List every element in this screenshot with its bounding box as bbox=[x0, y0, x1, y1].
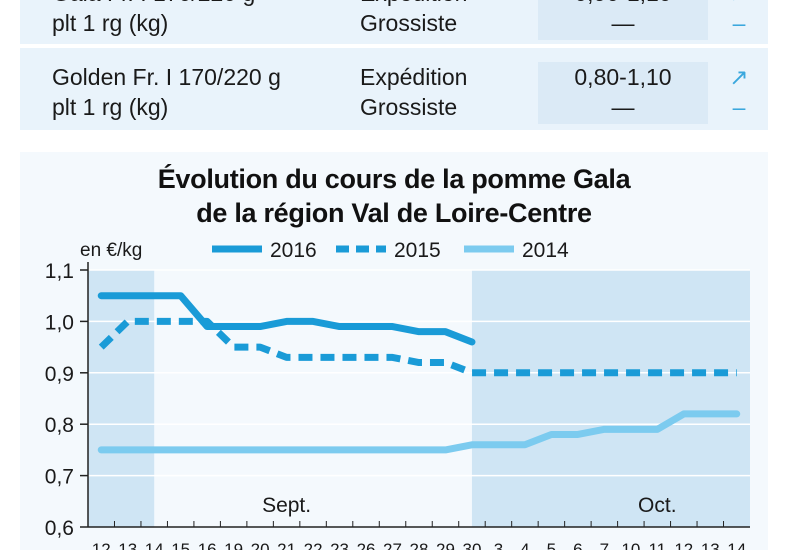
x-tick-label: 19 bbox=[224, 540, 243, 550]
x-tick-label: 29 bbox=[436, 540, 455, 550]
month-label: Oct. bbox=[638, 494, 677, 517]
x-tick-label: 14 bbox=[145, 540, 164, 550]
x-tick-label: 23 bbox=[330, 540, 349, 550]
x-tick-label: 28 bbox=[410, 540, 429, 550]
series-line-2016 bbox=[97, 292, 476, 346]
x-tick-label: 12 bbox=[674, 540, 693, 550]
table-row: Gala Fr. I 170/220 g plt 1 rg (kg) Expéd… bbox=[20, 0, 768, 42]
trend-up-icon: ↗ bbox=[710, 0, 768, 8]
product-unit: plt 1 rg (kg) bbox=[52, 10, 169, 36]
x-tick-label: 7 bbox=[600, 540, 609, 550]
product-name: Gala Fr. I 170/220 g bbox=[52, 0, 338, 8]
price-range: 0,90-1,10 bbox=[538, 0, 708, 8]
series-line-2015 bbox=[98, 317, 737, 377]
legend-label: 2014 bbox=[522, 239, 569, 262]
legend-label: 2016 bbox=[270, 239, 317, 262]
trend-flat-icon: – bbox=[732, 10, 746, 36]
product-unit: plt 1 rg (kg) bbox=[52, 94, 169, 120]
market-stage: Expédition bbox=[360, 64, 468, 90]
y-tick-label: 0,7 bbox=[45, 466, 74, 489]
x-tick-label: 27 bbox=[383, 540, 402, 550]
shaded-period bbox=[471, 270, 750, 527]
legend-label: 2015 bbox=[394, 239, 441, 262]
x-tick-label: 11 bbox=[648, 540, 666, 550]
series-line-2014 bbox=[97, 410, 741, 454]
price-range: — bbox=[611, 94, 635, 120]
y-tick-label: 0,6 bbox=[45, 517, 74, 540]
x-tick-label: 10 bbox=[621, 540, 640, 550]
x-tick-label: 4 bbox=[520, 540, 529, 550]
market-stage: Expédition bbox=[360, 0, 540, 8]
x-tick-label: 26 bbox=[357, 540, 376, 550]
x-tick-label: 22 bbox=[304, 540, 323, 550]
y-tick-label: 0,9 bbox=[45, 363, 74, 386]
x-tick-label: 12 bbox=[92, 540, 111, 550]
y-tick-label: 1,1 bbox=[45, 260, 74, 283]
trend-flat-icon: – bbox=[732, 94, 746, 120]
table-row: Golden Fr. I 170/220 g plt 1 rg (kg) Exp… bbox=[20, 62, 768, 126]
shaded-period bbox=[88, 270, 155, 527]
x-tick-label: 5 bbox=[547, 540, 556, 550]
x-tick-label: 14 bbox=[727, 540, 746, 550]
price-range: — bbox=[611, 10, 635, 36]
price-range: 0,80-1,10 bbox=[574, 64, 672, 90]
y-axis-label: en €/kg bbox=[80, 240, 142, 261]
x-tick-label: 30 bbox=[462, 540, 481, 550]
trend-up-icon: ↗ bbox=[729, 64, 749, 90]
market-stage: Grossiste bbox=[360, 94, 458, 120]
chart-title: Évolution du cours de la pomme Gala bbox=[157, 164, 631, 194]
y-tick-label: 0,8 bbox=[45, 414, 74, 437]
x-tick-label: 20 bbox=[251, 540, 270, 550]
x-tick-label: 13 bbox=[701, 540, 720, 550]
x-tick-label: 3 bbox=[494, 540, 503, 550]
x-tick-label: 15 bbox=[171, 540, 190, 550]
x-tick-label: 16 bbox=[198, 540, 217, 550]
market-stage: Grossiste bbox=[360, 10, 458, 36]
product-name: Golden Fr. I 170/220 g bbox=[52, 64, 281, 90]
y-tick-label: 1,0 bbox=[45, 311, 74, 334]
x-tick-label: 6 bbox=[573, 540, 582, 550]
month-label: Sept. bbox=[262, 494, 311, 517]
row-divider bbox=[20, 44, 768, 48]
price-table: Gala Fr. I 170/220 g plt 1 rg (kg) Expéd… bbox=[20, 0, 768, 130]
chart-subtitle: de la région Val de Loire-Centre bbox=[196, 198, 592, 228]
x-tick-label: 21 bbox=[277, 540, 296, 550]
x-tick-label: 13 bbox=[118, 540, 137, 550]
